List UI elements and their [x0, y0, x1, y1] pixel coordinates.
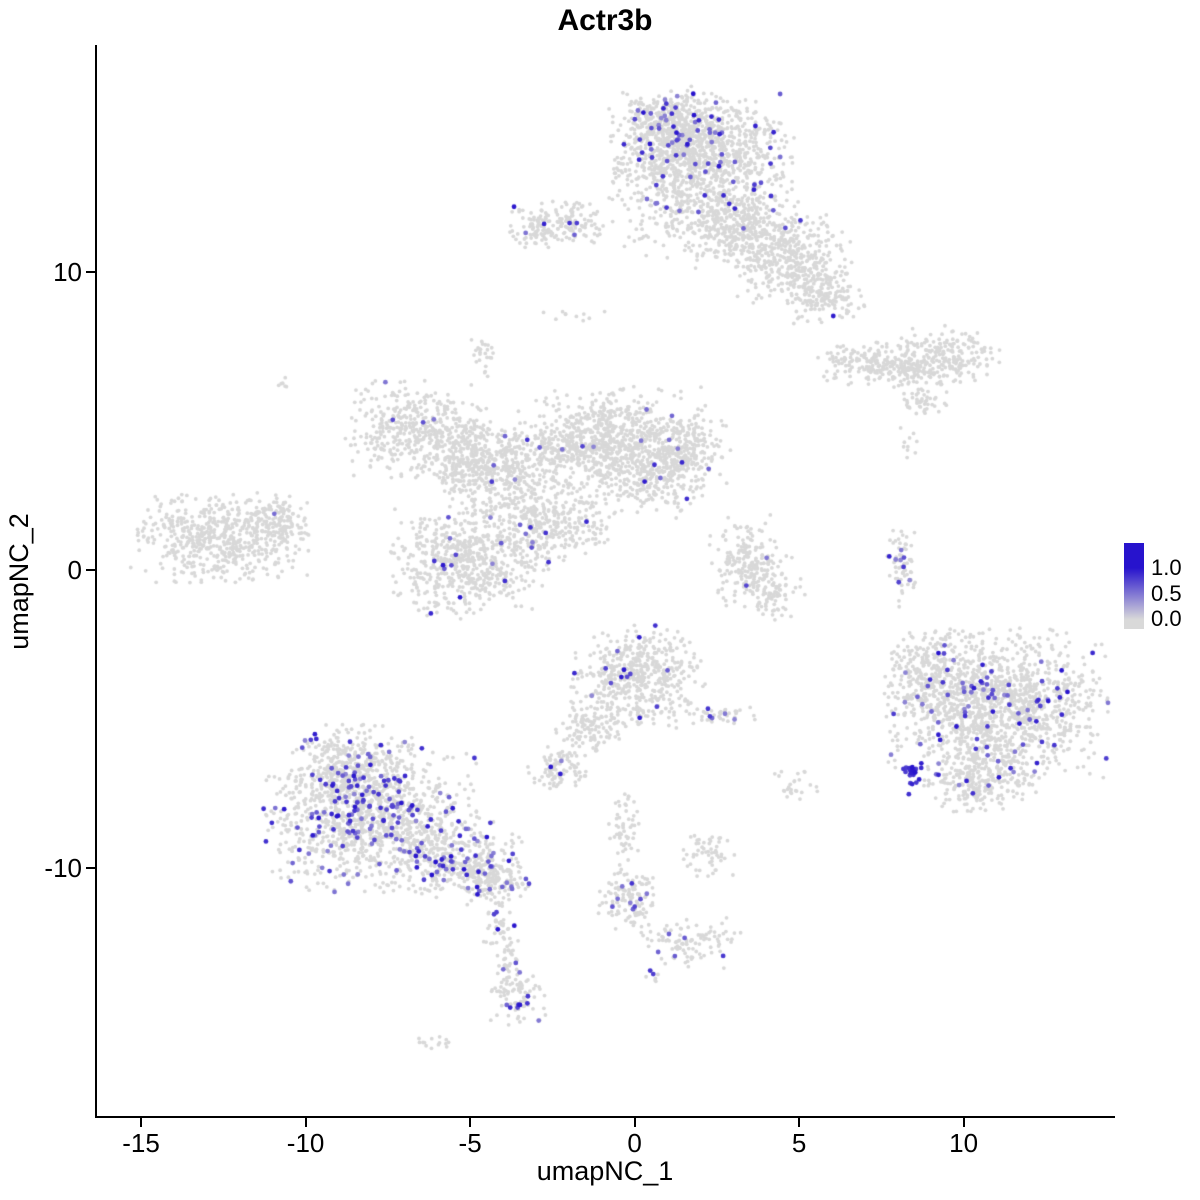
x-tick-label: -10: [286, 1128, 325, 1158]
x-tick-label: 0: [627, 1128, 642, 1158]
x-tick-mark: [962, 1118, 965, 1127]
x-tick-label: 10: [949, 1128, 979, 1158]
legend-label-mid: 0.5: [1151, 581, 1182, 606]
x-tick-label: -15: [122, 1128, 160, 1158]
y-tick-mark: [86, 568, 95, 571]
x-tick-label: -5: [458, 1128, 482, 1158]
x-tick-mark: [140, 1118, 143, 1127]
plot-title: Actr3b: [557, 4, 653, 37]
x-tick-mark: [469, 1118, 472, 1127]
x-tick-mark: [798, 1118, 801, 1127]
legend-label-low: 0.0: [1151, 606, 1182, 631]
y-tick-mark: [86, 270, 95, 273]
legend-gradient-bar: [1124, 543, 1144, 629]
y-tick-mark: [86, 866, 95, 869]
color-legend: 1.0 0.5 0.0: [1124, 543, 1200, 635]
legend-label-high: 1.0: [1151, 555, 1182, 580]
y-tick-label: -10: [44, 852, 82, 883]
y-tick-label: 0: [67, 554, 82, 585]
x-tick-mark: [633, 1118, 636, 1127]
x-axis-label: umapNC_1: [536, 1156, 674, 1186]
x-tick-mark: [304, 1118, 307, 1127]
x-tick-label: 5: [791, 1128, 807, 1158]
y-tick-label: 10: [53, 256, 82, 287]
